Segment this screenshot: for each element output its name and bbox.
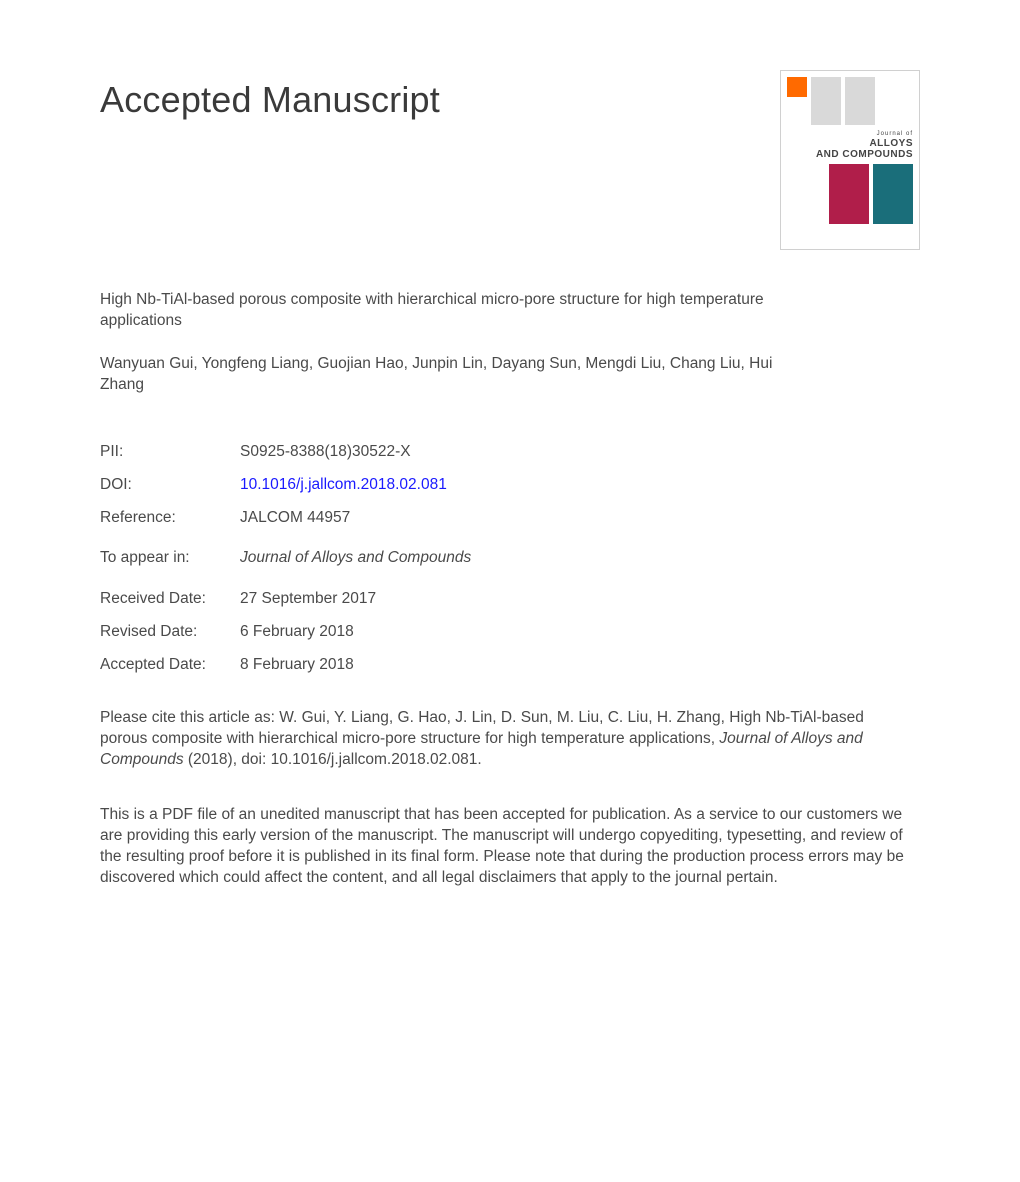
meta-row-received: Received Date: 27 September 2017 xyxy=(100,575,471,616)
meta-row-revised: Revised Date: 6 February 2018 xyxy=(100,616,471,649)
journal-name-line2: ALLOYS xyxy=(787,138,913,149)
article-title: High Nb-TiAl-based porous composite with… xyxy=(100,290,800,332)
disclaimer-paragraph: This is a PDF file of an unedited manusc… xyxy=(100,805,910,889)
metadata-table: PII: S0925-8388(18)30522-X DOI: 10.1016/… xyxy=(100,436,471,682)
journal-name-line3: AND COMPOUNDS xyxy=(787,149,913,160)
appear-label: To appear in: xyxy=(100,534,240,575)
thumb-red-block xyxy=(829,164,869,224)
thumb-mid xyxy=(787,164,913,224)
elsevier-logo-icon xyxy=(787,77,807,97)
article-authors: Wanyuan Gui, Yongfeng Liang, Guojian Hao… xyxy=(100,354,800,396)
reference-value: JALCOM 44957 xyxy=(240,502,471,535)
thumb-text-block xyxy=(787,164,825,224)
meta-row-reference: Reference: JALCOM 44957 xyxy=(100,502,471,535)
meta-row-pii: PII: S0925-8388(18)30522-X xyxy=(100,436,471,469)
doi-link[interactable]: 10.1016/j.jallcom.2018.02.081 xyxy=(240,476,447,493)
received-value: 27 September 2017 xyxy=(240,575,471,616)
citation-post: (2018), doi: 10.1016/j.jallcom.2018.02.0… xyxy=(184,751,482,768)
thumb-grey-bar xyxy=(811,77,841,125)
page-heading: Accepted Manuscript xyxy=(100,76,440,125)
pii-label: PII: xyxy=(100,436,240,469)
received-label: Received Date: xyxy=(100,575,240,616)
accepted-value: 8 February 2018 xyxy=(240,649,471,682)
doi-label: DOI: xyxy=(100,469,240,502)
appear-value: Journal of Alloys and Compounds xyxy=(240,534,471,575)
revised-value: 6 February 2018 xyxy=(240,616,471,649)
meta-row-doi: DOI: 10.1016/j.jallcom.2018.02.081 xyxy=(100,469,471,502)
meta-row-appear: To appear in: Journal of Alloys and Comp… xyxy=(100,534,471,575)
pii-value: S0925-8388(18)30522-X xyxy=(240,436,471,469)
revised-label: Revised Date: xyxy=(100,616,240,649)
accepted-label: Accepted Date: xyxy=(100,649,240,682)
meta-row-accepted: Accepted Date: 8 February 2018 xyxy=(100,649,471,682)
journal-name-line1: Journal of xyxy=(787,131,913,138)
thumb-top xyxy=(787,77,913,125)
thumb-teal-block xyxy=(873,164,913,224)
thumb-grey-bar xyxy=(845,77,875,125)
journal-title-block: Journal of ALLOYS AND COMPOUNDS xyxy=(787,131,913,160)
reference-label: Reference: xyxy=(100,502,240,535)
header-row: Accepted Manuscript Journal of ALLOYS AN… xyxy=(100,70,920,250)
journal-cover-thumbnail: Journal of ALLOYS AND COMPOUNDS xyxy=(780,70,920,250)
citation-paragraph: Please cite this article as: W. Gui, Y. … xyxy=(100,708,910,771)
